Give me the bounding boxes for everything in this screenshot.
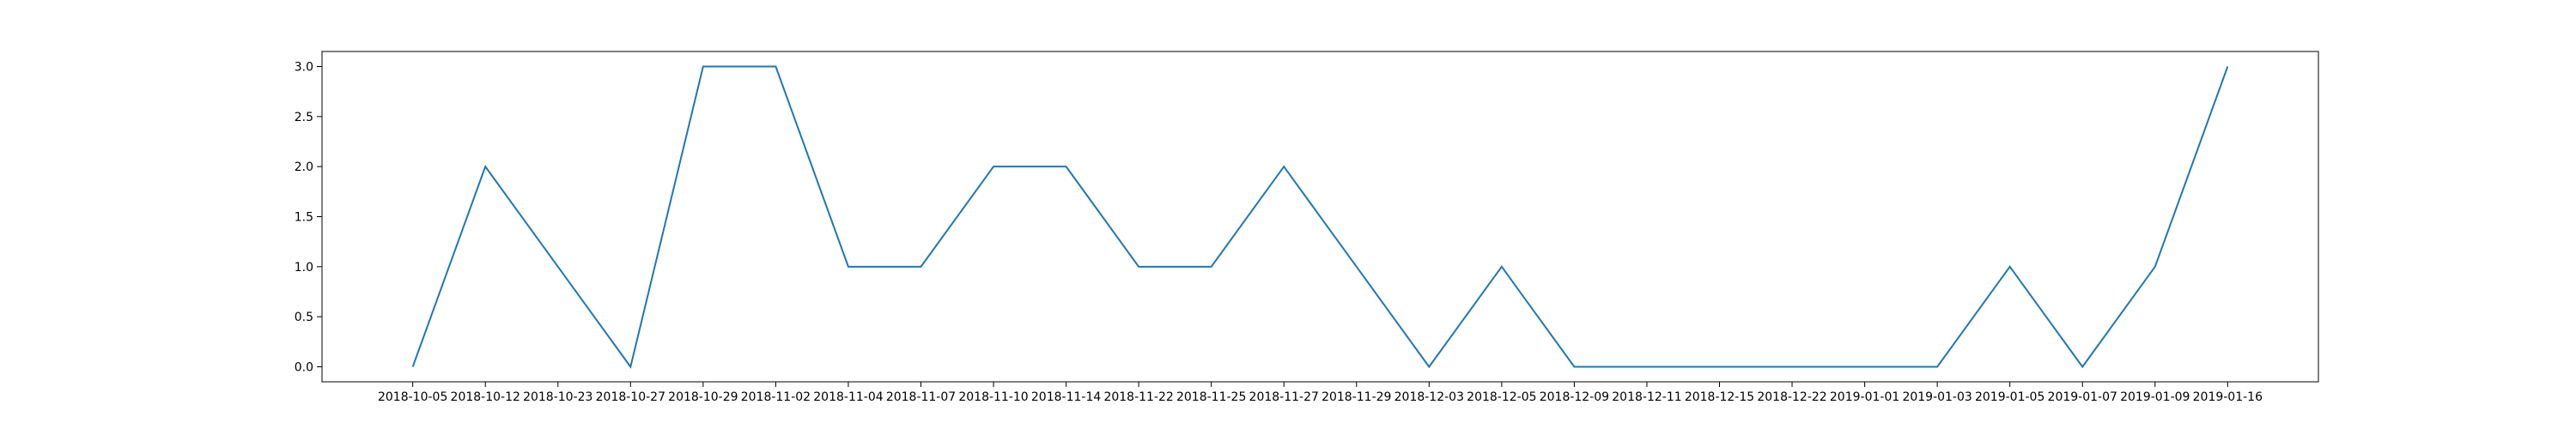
x-tick-label: 2018-12-15 — [1685, 390, 1754, 404]
x-tick-label: 2018-12-11 — [1612, 390, 1681, 404]
x-tick-label: 2018-11-29 — [1321, 390, 1391, 404]
x-tick-label: 2019-01-05 — [1975, 390, 2044, 404]
x-tick-label: 2018-10-05 — [378, 390, 447, 404]
x-tick-label: 2018-10-23 — [523, 390, 592, 404]
x-tick-label: 2018-10-12 — [451, 390, 520, 404]
x-tick-label: 2018-11-25 — [1176, 390, 1246, 404]
x-tick-label: 2018-11-14 — [1031, 390, 1101, 404]
x-tick-label: 2018-12-22 — [1757, 390, 1826, 404]
x-tick-label: 2018-12-05 — [1467, 390, 1536, 404]
x-tick-label: 2018-11-22 — [1103, 390, 1173, 404]
x-tick-label: 2019-01-09 — [2120, 390, 2190, 404]
y-tick-label: 2.5 — [295, 111, 313, 124]
x-tick-label: 2018-11-10 — [958, 390, 1028, 404]
y-tick-label: 0.0 — [295, 361, 313, 375]
x-tick-label: 2019-01-01 — [1830, 390, 1899, 404]
x-tick-label: 2018-11-07 — [886, 390, 956, 404]
x-axis: 2018-10-05 2018-10-12 2018-10-23 2018-10-27… — [378, 382, 2263, 404]
y-axis: 0.0 0.5 1.0 1.5 2.0 2.5 3.0 — [295, 61, 322, 375]
x-tick-label: 2018-12-03 — [1394, 390, 1464, 404]
x-tick-label: 2018-10-27 — [596, 390, 665, 404]
x-tick-label: 2018-11-27 — [1249, 390, 1319, 404]
y-tick-label: 0.5 — [295, 311, 313, 324]
y-tick-label: 3.0 — [295, 61, 313, 75]
y-tick-label: 1.5 — [295, 211, 313, 225]
y-tick-label: 1.0 — [295, 261, 313, 275]
x-tick-label: 2018-11-02 — [741, 390, 811, 404]
x-tick-label: 2019-01-07 — [2048, 390, 2117, 404]
series-line — [411, 65, 2229, 369]
x-tick-label: 2018-12-09 — [1540, 390, 1609, 404]
x-tick-label: 2019-01-16 — [2193, 390, 2263, 404]
y-tick-label: 2.0 — [295, 160, 313, 174]
x-tick-label: 2018-11-04 — [813, 390, 883, 404]
x-tick-label: 2019-01-03 — [1902, 390, 1971, 404]
x-tick-label: 2018-10-29 — [668, 390, 738, 404]
